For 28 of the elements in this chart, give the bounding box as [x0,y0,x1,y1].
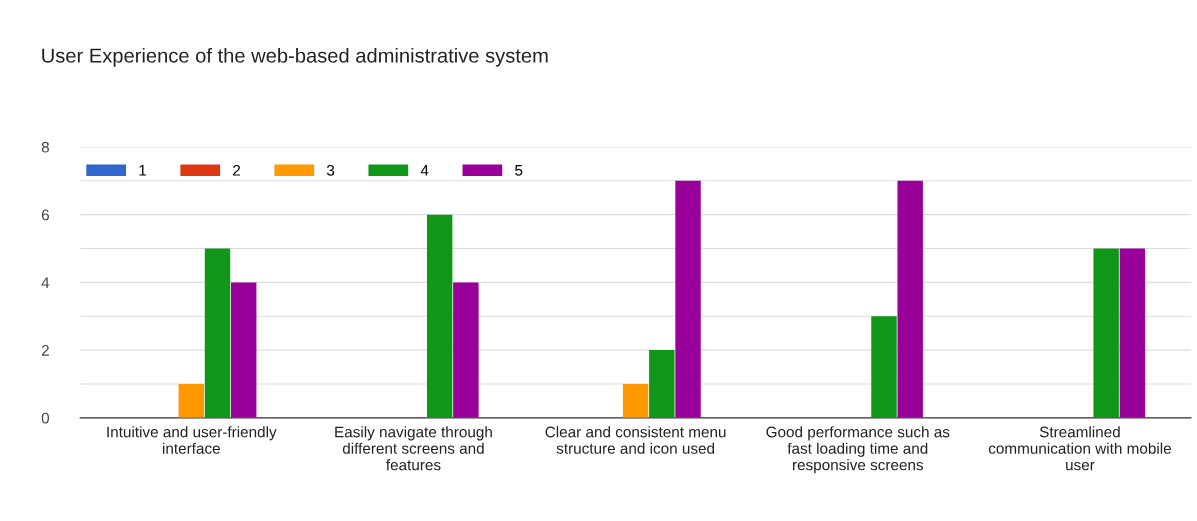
x-tick-label: Clear and consistent menu structure and icon used [545,426,726,454]
x-tick-label: Good performance such as fast loading time and responsive screens [766,426,950,474]
legend-label: 1 [139,165,147,176]
bar [649,350,675,418]
legend-label: 2 [233,164,241,176]
x-tick-label: Intuitive and user-friendly interface [107,426,277,454]
y-tick-label: 4 [41,277,50,288]
chart-title: User Experience of the web-based administrative system [42,47,548,67]
bar [871,316,897,418]
legend-label: 4 [420,165,429,176]
x-tick-label: Easily navigate through different screens and features [335,426,492,471]
bar [453,282,479,418]
bar [1093,248,1119,418]
legend-label: 5 [515,165,523,176]
bar [204,248,231,418]
legend-label: 3 [326,164,335,176]
y-tick-label: 2 [41,344,49,356]
y-tick-label: 0 [41,412,50,424]
y-tick-label: 6 [41,209,49,221]
bar [426,214,453,418]
bar [897,180,923,418]
y-tick-label: 8 [41,141,49,153]
bar [675,180,701,418]
bar [1119,248,1146,418]
bar [622,383,649,418]
bar [178,383,204,418]
x-tick-label: Streamlined communication with mobile user [988,426,1171,471]
bar [231,282,257,418]
